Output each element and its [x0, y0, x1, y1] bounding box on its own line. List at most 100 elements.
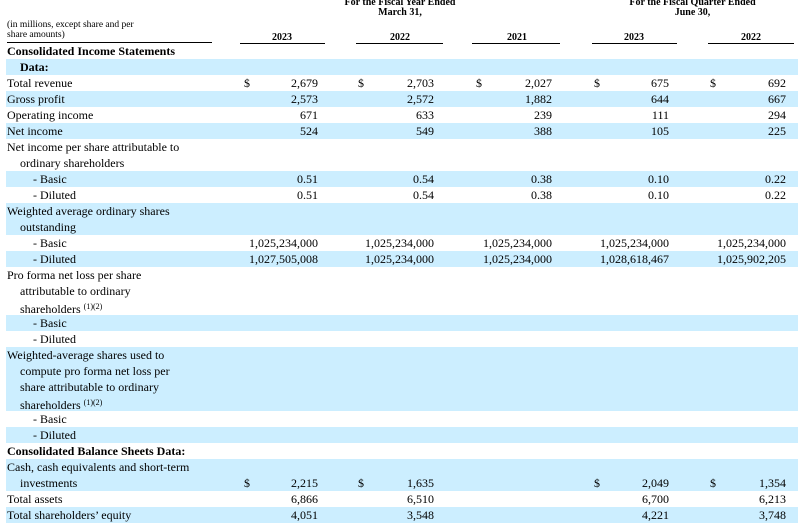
value-cell: 1,025,234,000: [483, 252, 552, 266]
value-cell: 4,051: [291, 508, 318, 522]
currency-symbol: $: [476, 76, 482, 90]
value-cell: 2,049: [642, 476, 669, 490]
row-label: - Diluted: [33, 251, 76, 267]
value-cell: 6,866: [291, 492, 318, 506]
row-label-text: Operating income: [7, 108, 94, 122]
column-header-4: 2022: [741, 32, 761, 43]
table-row: Total shareholders’ equity 4,051 3,548 4,22…: [6, 507, 798, 523]
value-cell: 6,700: [642, 492, 669, 506]
column-header-2: 2021: [507, 32, 527, 43]
row-label: Data:: [20, 59, 49, 75]
value-cell: 0.51: [297, 172, 318, 186]
column-header-3: 2023: [624, 32, 644, 43]
table-row: Total assets 6,866 6,510 6,700 6,213: [6, 491, 798, 507]
fiscal-year-header-line2: March 31,: [378, 7, 422, 18]
table-row: investments $2,215 $1,635 $2,049 $1,354: [6, 475, 798, 491]
row-label-text: Consolidated Balance Sheets Data:: [7, 444, 186, 458]
currency-symbol: $: [710, 76, 716, 90]
table-row: - Diluted: [6, 331, 798, 347]
row-label-text: - Diluted: [33, 252, 76, 266]
row-label: shareholders (1)(2): [20, 299, 102, 317]
value-cell: 1,028,618,467: [600, 252, 669, 266]
row-label: Net income: [7, 123, 63, 139]
value-cell: 0.22: [765, 172, 786, 186]
row-label: shareholders (1)(2): [20, 395, 102, 413]
row-label: - Basic: [33, 411, 67, 427]
column-header-underline: [592, 43, 677, 44]
table-row: Gross profit 2,573 2,572 1,882 644 667: [6, 91, 798, 107]
fiscal-quarter-header-line1: For the Fiscal Quarter Ended: [629, 0, 756, 8]
row-label-text: Data:: [20, 60, 49, 74]
table-row: attributable to ordinary: [6, 283, 798, 299]
row-label: Consolidated Balance Sheets Data:: [7, 443, 185, 459]
table-row: Consolidated Balance Sheets Data:: [6, 443, 798, 459]
value-cell: 0.38: [531, 172, 552, 186]
row-label: - Basic: [33, 315, 67, 331]
table-row: Consolidated Income Statements: [6, 43, 798, 59]
row-label: Net income per share attributable to: [7, 139, 179, 155]
row-label-text: - Basic: [33, 316, 67, 330]
value-cell: 388: [534, 124, 552, 138]
row-label-text: Total shareholders’ equity: [7, 508, 132, 522]
value-cell: 4,221: [642, 508, 669, 522]
row-label: Weighted-average shares used to: [7, 347, 164, 363]
row-label: Operating income: [7, 107, 93, 123]
row-label: - Diluted: [33, 331, 76, 347]
currency-symbol: $: [710, 476, 716, 490]
column-header-underline: [708, 43, 794, 44]
table-row: Total revenue $2,679 $2,703 $2,027 $675 $692: [6, 75, 798, 91]
currency-symbol: $: [244, 76, 250, 90]
fiscal-quarter-header-line2: June 30,: [674, 7, 711, 18]
row-label: Weighted average ordinary shares: [7, 203, 170, 219]
table-row: - Diluted: [6, 427, 798, 443]
row-label-text: - Basic: [33, 412, 67, 426]
row-label-text: Net income per share attributable to: [7, 140, 180, 154]
fiscal-year-header-line1: For the Fiscal Year Ended: [344, 0, 456, 8]
value-cell: 0.10: [648, 172, 669, 186]
unit-note-line1: (in millions, except share and per: [7, 20, 134, 30]
value-cell: 225: [768, 124, 786, 138]
row-label: Consolidated Income Statements: [7, 43, 175, 59]
row-label: Gross profit: [7, 91, 65, 107]
value-cell: 3,548: [407, 508, 434, 522]
table-row: share attributable to ordinary: [6, 379, 798, 395]
currency-symbol: $: [358, 76, 364, 90]
value-cell: 239: [534, 108, 552, 122]
value-cell: 675: [651, 76, 669, 90]
row-label-text: Cash, cash equivalents and short-term: [7, 460, 190, 474]
currency-symbol: $: [244, 476, 250, 490]
row-label: Total assets: [7, 491, 62, 507]
row-label: investments: [20, 475, 77, 491]
value-cell: 1,027,505,008: [249, 252, 318, 266]
unit-note-underline: [7, 42, 212, 43]
value-cell: 644: [651, 92, 669, 106]
table-row: Cash, cash equivalents and short-term: [6, 459, 798, 475]
column-header-underline: [472, 43, 560, 44]
value-cell: 0.51: [297, 188, 318, 202]
value-cell: 667: [768, 92, 786, 106]
value-cell: 2,215: [291, 476, 318, 490]
table-row: ordinary shareholders: [6, 155, 798, 171]
row-label-text: - Diluted: [33, 188, 76, 202]
currency-symbol: $: [594, 476, 600, 490]
row-label-text: Net income: [7, 124, 63, 138]
row-label-text: Total revenue: [7, 76, 73, 90]
row-label: - Basic: [33, 235, 67, 251]
value-cell: 0.10: [648, 188, 669, 202]
row-label-text: Gross profit: [7, 92, 65, 106]
table-row: Weighted-average shares used to: [6, 347, 798, 363]
table-row: Data:: [6, 59, 798, 75]
unit-note: (in millions, except share and per share…: [7, 20, 212, 40]
row-label-text: outstanding: [20, 220, 76, 234]
row-label-text: attributable to ordinary: [20, 284, 131, 298]
table-row: - Diluted 0.51 0.54 0.38 0.10 0.22: [6, 187, 798, 203]
table-row: Net income 524 549 388 105 225: [6, 123, 798, 139]
currency-symbol: $: [358, 476, 364, 490]
column-header-0: 2023: [272, 32, 292, 43]
value-cell: 1,025,234,000: [365, 252, 434, 266]
row-label: share attributable to ordinary: [20, 379, 159, 395]
value-cell: 294: [768, 108, 786, 122]
value-cell: 111: [651, 108, 669, 122]
row-label-text: Total assets: [7, 492, 63, 506]
currency-symbol: $: [594, 76, 600, 90]
